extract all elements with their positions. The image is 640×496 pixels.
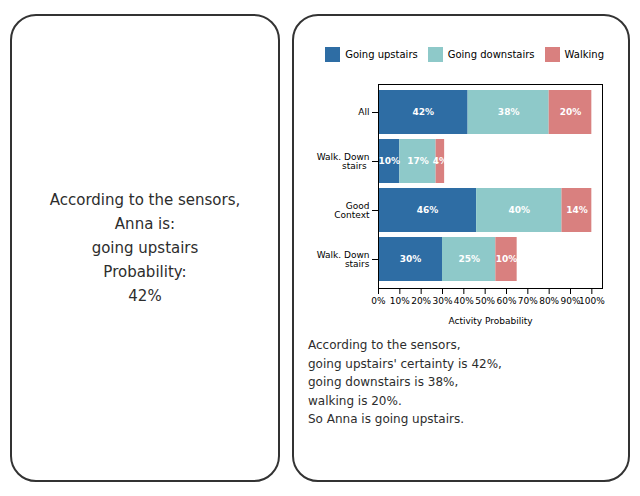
svg-text:0%: 0% (371, 296, 386, 306)
svg-text:25%: 25% (458, 254, 480, 264)
svg-text:30%: 30% (400, 254, 422, 264)
svg-text:90%: 90% (560, 296, 580, 306)
svg-text:10%: 10% (378, 156, 400, 166)
svg-text:100%: 100% (579, 296, 605, 306)
svg-text:4%: 4% (433, 156, 448, 166)
svg-text:30%: 30% (432, 296, 452, 306)
svg-text:60%: 60% (496, 296, 516, 306)
html-text:So Anna is going upstairs.: So Anna is going upstairs. (308, 412, 464, 427)
svg-text:20%: 20% (560, 107, 582, 117)
html-text:going downstairs is 38%,: going downstairs is 38%, (308, 375, 459, 390)
svg-text:80%: 80% (539, 296, 559, 306)
svg-text:10%: 10% (390, 296, 410, 306)
html-text:According to the sensors,: According to the sensors, (49, 191, 241, 209)
svg-text:40%: 40% (509, 205, 531, 215)
svg-text:All: All (358, 107, 369, 117)
svg-text:42%: 42% (413, 107, 435, 117)
html-text:42%: 42% (128, 287, 162, 305)
svg-text:Walk. Downstairs: Walk. Downstairs (317, 250, 370, 269)
svg-text:46%: 46% (417, 205, 439, 215)
svg-text:GoodContext: GoodContext (334, 201, 370, 220)
svg-text:14%: 14% (566, 205, 588, 215)
svg-text:38%: 38% (498, 107, 520, 117)
html-text:Walking: Walking (564, 49, 604, 60)
svg-text:17%: 17% (407, 156, 429, 166)
svg-text:70%: 70% (518, 296, 538, 306)
html-text:going upstairs: going upstairs (91, 239, 199, 257)
html-text:Probability:: Probability: (103, 263, 187, 281)
svg-text:Walk. Downstairs: Walk. Downstairs (317, 152, 370, 171)
html-text:According to the sensors,: According to the sensors, (308, 338, 461, 352)
html-text:Anna is:: Anna is: (114, 215, 176, 233)
html-text:Going downstairs: Going downstairs (447, 49, 535, 60)
svg-text:10%: 10% (496, 254, 518, 264)
svg-text:40%: 40% (454, 296, 474, 306)
html-text:walking is 20%.: walking is 20%. (308, 393, 402, 408)
svg-text:Activity Probability: Activity Probability (448, 316, 533, 326)
html-text:Going upstairs: Going upstairs (345, 49, 418, 60)
html-text:going upstairs' certainty is 4: going upstairs' certainty is 42%, (308, 356, 502, 371)
svg-text:20%: 20% (411, 296, 431, 306)
svg-text:50%: 50% (475, 296, 495, 306)
